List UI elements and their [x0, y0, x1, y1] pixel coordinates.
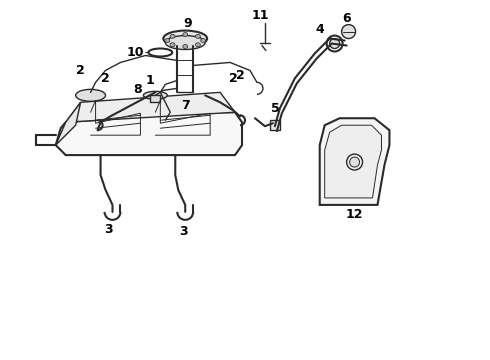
- Ellipse shape: [170, 43, 175, 47]
- Polygon shape: [56, 102, 81, 145]
- Ellipse shape: [196, 43, 200, 47]
- Text: 11: 11: [251, 9, 269, 22]
- Polygon shape: [150, 95, 160, 102]
- Text: 6: 6: [343, 12, 351, 25]
- Text: 12: 12: [346, 208, 363, 221]
- Text: 5: 5: [270, 102, 279, 115]
- Ellipse shape: [201, 39, 206, 42]
- Ellipse shape: [183, 32, 188, 37]
- Ellipse shape: [144, 91, 167, 99]
- Polygon shape: [66, 92, 235, 122]
- Ellipse shape: [330, 39, 340, 49]
- Text: 4: 4: [316, 23, 324, 36]
- Ellipse shape: [196, 34, 200, 38]
- Text: 2: 2: [229, 72, 238, 85]
- Text: 2: 2: [76, 64, 85, 77]
- Text: 9: 9: [183, 17, 192, 30]
- Ellipse shape: [170, 34, 175, 38]
- Text: 8: 8: [133, 83, 142, 96]
- Ellipse shape: [75, 89, 105, 101]
- Ellipse shape: [165, 39, 170, 42]
- Ellipse shape: [165, 36, 205, 50]
- Ellipse shape: [163, 31, 207, 46]
- Text: 3: 3: [179, 225, 188, 238]
- Ellipse shape: [183, 45, 188, 49]
- Polygon shape: [56, 112, 242, 155]
- Polygon shape: [325, 125, 382, 198]
- Ellipse shape: [349, 157, 360, 167]
- Text: 10: 10: [127, 46, 144, 59]
- Text: 1: 1: [146, 74, 155, 87]
- Polygon shape: [319, 118, 390, 205]
- Ellipse shape: [342, 24, 356, 39]
- Text: 2: 2: [101, 72, 110, 85]
- Text: 3: 3: [104, 223, 113, 236]
- Polygon shape: [270, 120, 280, 130]
- Text: 2: 2: [236, 69, 245, 82]
- Text: 7: 7: [181, 99, 190, 112]
